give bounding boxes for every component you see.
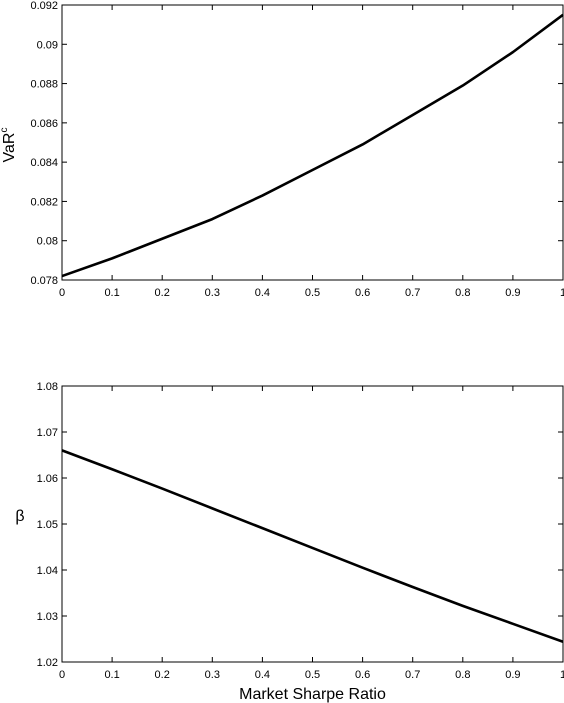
series-line xyxy=(61,13,564,278)
y-tick-label: 0.084 xyxy=(30,157,58,169)
y-tick-label: 1.02 xyxy=(37,657,58,669)
x-tick-label: 0 xyxy=(59,669,65,681)
x-tick-label: 0.6 xyxy=(355,287,370,299)
x-tick-label: 1 xyxy=(560,287,564,299)
x-tick-label: 0.4 xyxy=(255,669,270,681)
y-tick-label: 1.03 xyxy=(37,611,58,623)
x-tick-label: 0.2 xyxy=(155,287,170,299)
y-tick-label: 0.088 xyxy=(30,79,58,91)
x-tick-label: 0.8 xyxy=(455,669,470,681)
y-tick-label: 0.078 xyxy=(30,275,58,287)
y-tick-label: 0.08 xyxy=(37,236,58,248)
y-axis-label-superscript: c xyxy=(0,128,10,133)
x-tick-label: 0.9 xyxy=(505,287,520,299)
x-tick-label: 0.1 xyxy=(104,669,119,681)
x-tick-label: 0.6 xyxy=(355,669,370,681)
x-tick-label: 1 xyxy=(560,669,564,681)
x-tick-label: 0.5 xyxy=(305,287,320,299)
y-axis-label: β xyxy=(15,508,24,525)
x-tick-label: 0.7 xyxy=(405,669,420,681)
x-axis-label: Market Sharpe Ratio xyxy=(239,686,386,703)
plot-frame xyxy=(61,4,564,281)
y-axis-label: VaRc xyxy=(0,128,18,163)
x-tick-label: 0.8 xyxy=(455,287,470,299)
y-tick-label: 0.09 xyxy=(37,39,58,51)
x-tick-label: 0.7 xyxy=(405,287,420,299)
y-axis-label-text: VaR xyxy=(1,133,18,163)
x-tick-label: 0.2 xyxy=(155,669,170,681)
y-tick-label: 0.092 xyxy=(30,0,58,12)
series-line xyxy=(61,449,564,643)
x-tick-label: 0.3 xyxy=(205,669,220,681)
chart-var: 0 0.1 0.2 0.3 0.4 0.5 0.6 0.7 0.8 0.9 1 0.078 0.08 0.… xyxy=(0,0,564,299)
chart-beta: 0 0.1 0.2 0.3 0.4 0.5 0.6 0.7 0.8 0.9 1 1.02 1.03 1.0… xyxy=(15,381,564,703)
x-tick-label: 0.1 xyxy=(104,287,119,299)
y-axis-label-text: β xyxy=(15,508,24,525)
plot-frame xyxy=(61,385,564,663)
x-tick-label: 0.9 xyxy=(505,669,520,681)
x-tick-label: 0.4 xyxy=(255,287,270,299)
y-tick-label: 1.04 xyxy=(37,565,58,577)
y-tick-label: 1.07 xyxy=(37,427,58,439)
x-tick-label: 0 xyxy=(59,287,65,299)
y-tick-label: 0.082 xyxy=(30,196,58,208)
y-tick-label: 1.06 xyxy=(37,473,58,485)
x-tick-label: 0.5 xyxy=(305,669,320,681)
y-tick-label: 1.08 xyxy=(37,381,58,393)
x-tick-label: 0.3 xyxy=(205,287,220,299)
y-tick-label: 1.05 xyxy=(37,519,58,531)
y-tick-label: 0.086 xyxy=(30,118,58,130)
